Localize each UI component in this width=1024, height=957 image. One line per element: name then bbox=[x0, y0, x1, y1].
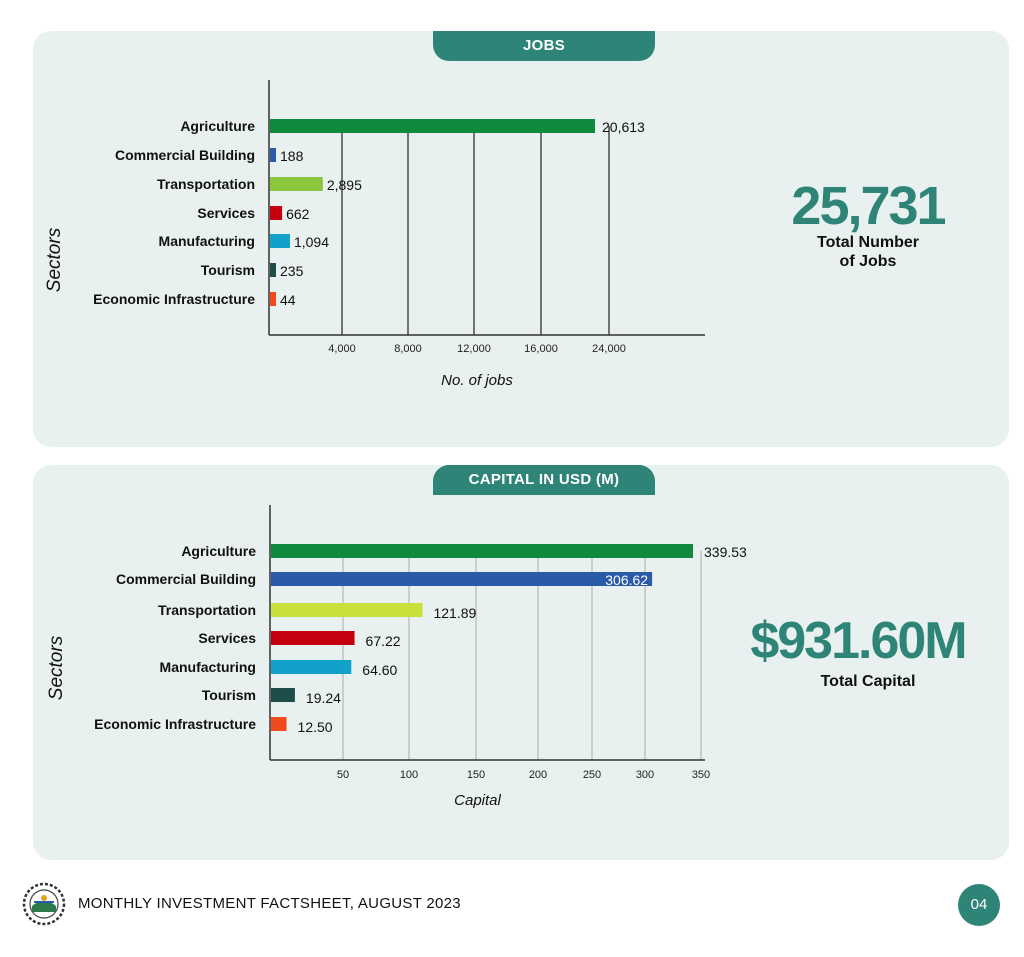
jobs-total-caption-line1: Total Number bbox=[817, 234, 919, 251]
page-number: 04 bbox=[958, 884, 1000, 926]
capital-panel: CAPITAL IN USD (M) Sectors $931.60M Tota… bbox=[33, 465, 1009, 860]
capital-value-label: 121.89 bbox=[433, 605, 476, 621]
jobs-category-label: Economic Infrastructure bbox=[93, 291, 255, 307]
jobs-value-label: 662 bbox=[286, 206, 310, 222]
jobs-x-tick-label: 8,000 bbox=[394, 343, 422, 355]
jobs-category-label: Tourism bbox=[201, 262, 255, 278]
capital-tab-title: CAPITAL IN USD (M) bbox=[433, 465, 655, 495]
capital-x-tick-label: 100 bbox=[400, 769, 418, 781]
capital-x-tick-label: 50 bbox=[337, 769, 349, 781]
jobs-bar bbox=[270, 177, 323, 191]
capital-category-label: Agriculture bbox=[181, 543, 256, 559]
jobs-bar bbox=[270, 119, 595, 133]
jobs-value-label: 188 bbox=[280, 148, 304, 164]
jobs-value-label: 2,895 bbox=[327, 177, 362, 193]
capital-category-label: Transportation bbox=[158, 602, 256, 618]
jobs-value-label: 20,613 bbox=[602, 119, 645, 135]
capital-x-axis-label: Capital bbox=[454, 792, 501, 809]
jobs-bar bbox=[270, 148, 276, 162]
capital-x-tick-label: 200 bbox=[529, 769, 547, 781]
capital-category-label: Economic Infrastructure bbox=[94, 716, 256, 732]
jobs-x-tick-label: 24,000 bbox=[592, 343, 626, 355]
jobs-panel: JOBS Sectors 25,731 Total Number of Jobs bbox=[33, 31, 1009, 447]
capital-total-value: $931.60M bbox=[750, 612, 967, 670]
capital-x-tick-label: 150 bbox=[467, 769, 485, 781]
jobs-bar bbox=[270, 206, 283, 220]
capital-value-label: 19.24 bbox=[306, 690, 341, 706]
jobs-tab-title: JOBS bbox=[433, 31, 655, 61]
capital-value-label: 67.22 bbox=[366, 633, 401, 649]
capital-x-tick-label: 350 bbox=[692, 769, 710, 781]
jobs-category-label: Agriculture bbox=[180, 118, 255, 134]
jobs-x-tick-label: 4,000 bbox=[328, 343, 356, 355]
capital-total-caption: Total Capital bbox=[820, 673, 916, 690]
jobs-category-label: Transportation bbox=[157, 176, 255, 192]
capital-bar bbox=[271, 717, 287, 731]
capital-bar bbox=[271, 603, 423, 617]
capital-value-label: 12.50 bbox=[298, 719, 333, 735]
capital-value-label: 64.60 bbox=[362, 662, 397, 678]
capital-x-tick-label: 300 bbox=[636, 769, 654, 781]
capital-category-label: Tourism bbox=[202, 687, 256, 703]
capital-category-label: Services bbox=[198, 630, 256, 646]
jobs-category-label: Manufacturing bbox=[159, 233, 255, 249]
capital-value-label: 306.62 bbox=[605, 572, 648, 588]
jobs-total-caption-line2: of Jobs bbox=[839, 253, 897, 270]
jobs-bar bbox=[270, 234, 290, 248]
jobs-x-axis-label: No. of jobs bbox=[441, 372, 513, 389]
jobs-total-caption: Total Number of Jobs bbox=[793, 233, 943, 271]
capital-value-label: 339.53 bbox=[704, 544, 747, 560]
jobs-value-label: 1,094 bbox=[294, 234, 329, 250]
capital-category-label: Commercial Building bbox=[116, 571, 256, 587]
jobs-x-tick-label: 12,000 bbox=[457, 343, 491, 355]
jobs-x-tick-label: 16,000 bbox=[524, 343, 558, 355]
jobs-value-label: 235 bbox=[280, 263, 304, 279]
jobs-bar bbox=[270, 263, 276, 277]
capital-category-label: Manufacturing bbox=[160, 659, 256, 675]
capital-bar bbox=[271, 631, 355, 645]
jobs-category-label: Commercial Building bbox=[115, 147, 255, 163]
capital-bar bbox=[271, 660, 352, 674]
government-seal-icon bbox=[22, 882, 66, 926]
jobs-category-label: Services bbox=[197, 205, 255, 221]
capital-bar bbox=[271, 572, 653, 586]
jobs-value-label: 44 bbox=[280, 292, 296, 308]
capital-x-tick-label: 250 bbox=[583, 769, 601, 781]
capital-bar bbox=[271, 688, 295, 702]
jobs-bar bbox=[270, 292, 276, 306]
footer-title: MONTHLY INVESTMENT FACTSHEET, AUGUST 202… bbox=[78, 895, 461, 912]
jobs-total-value: 25,731 bbox=[791, 176, 946, 236]
capital-bar bbox=[271, 544, 693, 558]
